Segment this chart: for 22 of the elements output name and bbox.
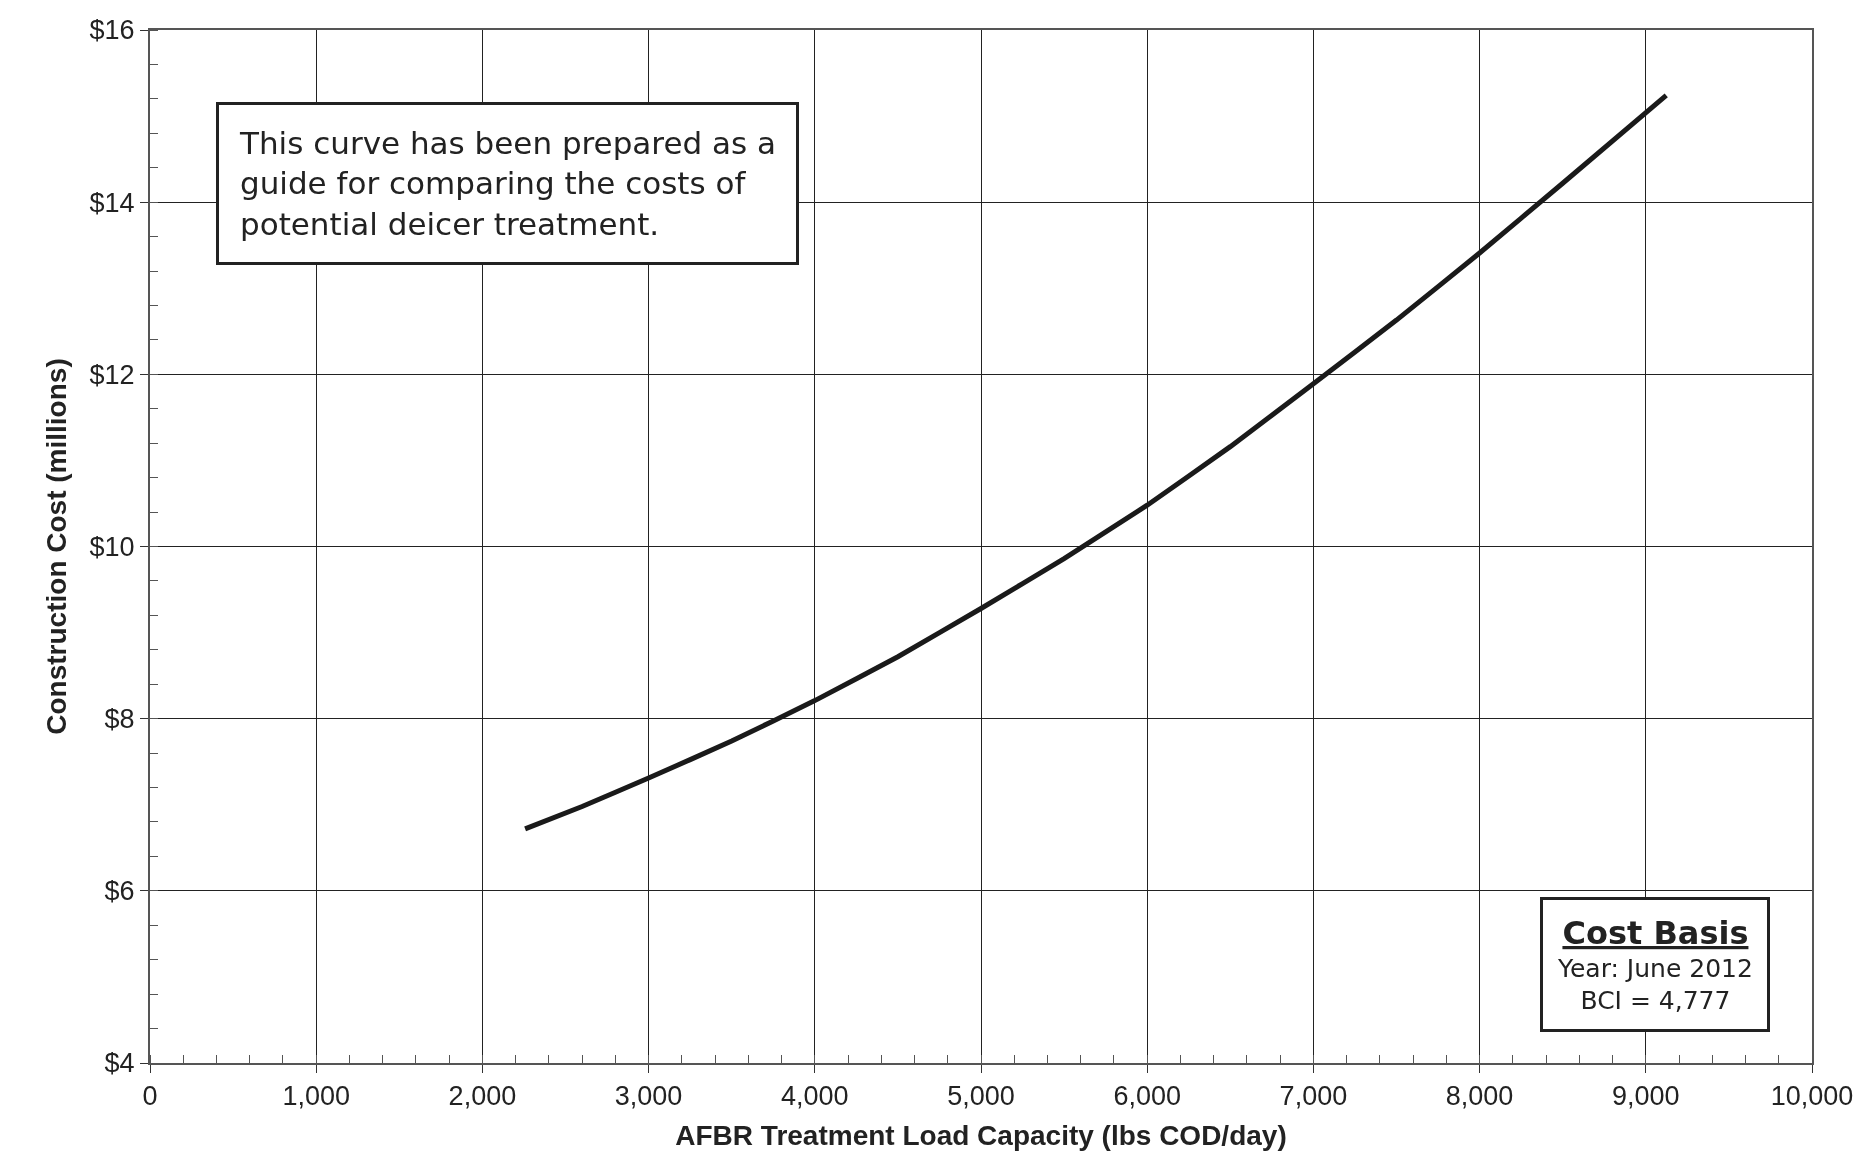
x-tick-label: 2,000: [448, 1081, 517, 1112]
y-tick-label: $16: [89, 15, 135, 46]
y-axis-title: Construction Cost (millions): [40, 358, 72, 735]
x-axis-title: AFBR Treatment Load Capacity (lbs COD/day): [675, 1120, 1287, 1151]
x-tick-label: 6,000: [1113, 1081, 1181, 1112]
y-tick-label: $10: [89, 531, 135, 562]
y-tick-label: $4: [104, 1048, 135, 1079]
y-tick-label: $14: [89, 187, 135, 218]
x-tick-label: 9,000: [1612, 1081, 1680, 1112]
x-tick-label: 5,000: [947, 1081, 1015, 1112]
x-tick-label: 0: [142, 1081, 158, 1112]
y-tick-label: $8: [104, 704, 135, 735]
x-tick-label: 4,000: [781, 1081, 849, 1112]
annotation: This curve has been prepared as a guide for comparing the costs of potential deicer treatment.: [239, 125, 777, 242]
y-tick-label: $12: [89, 359, 135, 390]
y-tick-label: $6: [104, 876, 135, 907]
annotation: Cost Basis Year: June 2012 BCI = 4,777: [1557, 914, 1753, 1015]
x-tick-label: 10,000: [1770, 1081, 1854, 1112]
x-tick-label: 7,000: [1279, 1081, 1348, 1112]
x-tick-label: 3,000: [614, 1081, 683, 1112]
x-tick-label: 1,000: [282, 1081, 350, 1112]
x-tick-label: 8,000: [1445, 1081, 1514, 1112]
